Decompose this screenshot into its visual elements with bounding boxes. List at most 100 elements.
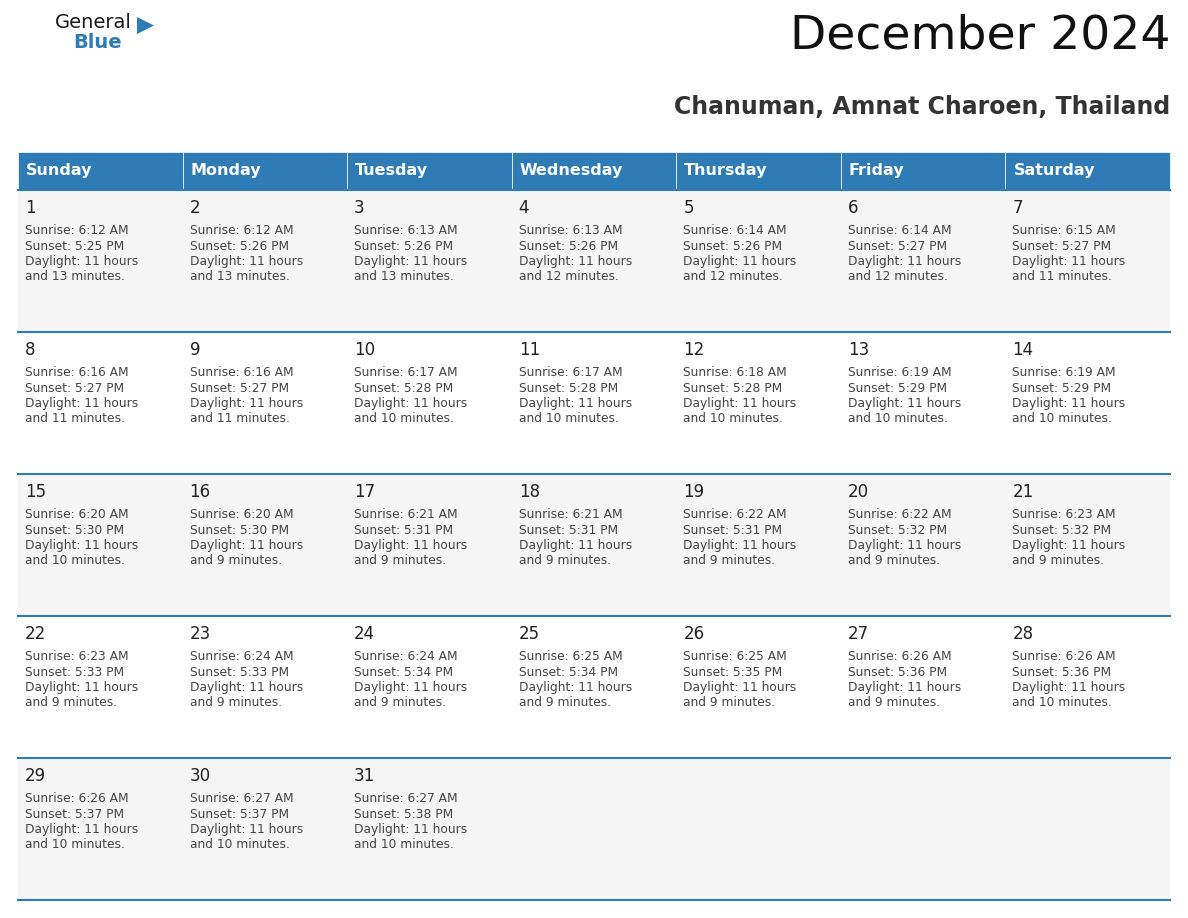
Text: and 9 minutes.: and 9 minutes. (190, 554, 282, 567)
Text: 9: 9 (190, 341, 200, 359)
Text: Daylight: 11 hours: Daylight: 11 hours (354, 681, 467, 694)
Text: Daylight: 11 hours: Daylight: 11 hours (25, 823, 138, 836)
Text: and 13 minutes.: and 13 minutes. (25, 271, 125, 284)
Text: Sunrise: 6:20 AM: Sunrise: 6:20 AM (190, 508, 293, 521)
Text: and 10 minutes.: and 10 minutes. (1012, 412, 1112, 426)
Text: 1: 1 (25, 199, 36, 217)
Text: and 10 minutes.: and 10 minutes. (519, 412, 619, 426)
Text: Daylight: 11 hours: Daylight: 11 hours (1012, 255, 1126, 268)
Text: 31: 31 (354, 767, 375, 785)
Text: 20: 20 (848, 483, 868, 501)
Text: 17: 17 (354, 483, 375, 501)
Text: Sunrise: 6:17 AM: Sunrise: 6:17 AM (354, 366, 457, 379)
Text: 19: 19 (683, 483, 704, 501)
Text: and 10 minutes.: and 10 minutes. (354, 838, 454, 852)
Text: Sunset: 5:30 PM: Sunset: 5:30 PM (190, 523, 289, 536)
Text: 2: 2 (190, 199, 201, 217)
Text: 13: 13 (848, 341, 870, 359)
Text: 6: 6 (848, 199, 859, 217)
Text: and 9 minutes.: and 9 minutes. (354, 554, 447, 567)
Text: 28: 28 (1012, 625, 1034, 643)
Text: 5: 5 (683, 199, 694, 217)
Text: Sunrise: 6:16 AM: Sunrise: 6:16 AM (190, 366, 293, 379)
Text: Wednesday: Wednesday (519, 163, 623, 178)
Text: Daylight: 11 hours: Daylight: 11 hours (354, 823, 467, 836)
Text: Sunrise: 6:12 AM: Sunrise: 6:12 AM (25, 224, 128, 237)
Text: Daylight: 11 hours: Daylight: 11 hours (25, 539, 138, 552)
Text: Daylight: 11 hours: Daylight: 11 hours (1012, 539, 1126, 552)
Text: Thursday: Thursday (684, 163, 767, 178)
Text: Daylight: 11 hours: Daylight: 11 hours (683, 539, 796, 552)
Text: Sunrise: 6:19 AM: Sunrise: 6:19 AM (1012, 366, 1116, 379)
Text: Sunset: 5:27 PM: Sunset: 5:27 PM (190, 382, 289, 395)
Text: Sunset: 5:32 PM: Sunset: 5:32 PM (1012, 523, 1112, 536)
Text: and 9 minutes.: and 9 minutes. (354, 697, 447, 710)
Text: Sunrise: 6:23 AM: Sunrise: 6:23 AM (1012, 508, 1116, 521)
Text: 21: 21 (1012, 483, 1034, 501)
Text: December 2024: December 2024 (790, 13, 1170, 58)
Text: 29: 29 (25, 767, 46, 785)
Text: 22: 22 (25, 625, 46, 643)
Text: Sunrise: 6:18 AM: Sunrise: 6:18 AM (683, 366, 786, 379)
Text: and 13 minutes.: and 13 minutes. (190, 271, 290, 284)
Text: and 9 minutes.: and 9 minutes. (848, 697, 940, 710)
Text: Sunset: 5:37 PM: Sunset: 5:37 PM (190, 808, 289, 821)
Text: Sunset: 5:35 PM: Sunset: 5:35 PM (683, 666, 783, 678)
Text: Sunset: 5:37 PM: Sunset: 5:37 PM (25, 808, 124, 821)
Text: Sunday: Sunday (26, 163, 93, 178)
Text: Sunset: 5:27 PM: Sunset: 5:27 PM (1012, 240, 1112, 252)
Text: and 11 minutes.: and 11 minutes. (190, 412, 290, 426)
Text: Daylight: 11 hours: Daylight: 11 hours (519, 255, 632, 268)
Text: and 11 minutes.: and 11 minutes. (1012, 271, 1112, 284)
Text: Daylight: 11 hours: Daylight: 11 hours (848, 681, 961, 694)
Text: Daylight: 11 hours: Daylight: 11 hours (848, 255, 961, 268)
Polygon shape (137, 17, 154, 34)
Text: Saturday: Saturday (1013, 163, 1095, 178)
Text: Sunrise: 6:23 AM: Sunrise: 6:23 AM (25, 650, 128, 663)
Text: 8: 8 (25, 341, 36, 359)
Text: Sunset: 5:34 PM: Sunset: 5:34 PM (519, 666, 618, 678)
Text: Sunset: 5:36 PM: Sunset: 5:36 PM (848, 666, 947, 678)
Text: Daylight: 11 hours: Daylight: 11 hours (848, 397, 961, 410)
Text: 7: 7 (1012, 199, 1023, 217)
Text: Sunrise: 6:26 AM: Sunrise: 6:26 AM (1012, 650, 1116, 663)
Text: Sunrise: 6:16 AM: Sunrise: 6:16 AM (25, 366, 128, 379)
Text: and 12 minutes.: and 12 minutes. (848, 271, 948, 284)
Text: Sunrise: 6:26 AM: Sunrise: 6:26 AM (848, 650, 952, 663)
Text: Sunset: 5:26 PM: Sunset: 5:26 PM (190, 240, 289, 252)
Text: Daylight: 11 hours: Daylight: 11 hours (1012, 681, 1126, 694)
Text: 15: 15 (25, 483, 46, 501)
Text: Sunrise: 6:26 AM: Sunrise: 6:26 AM (25, 792, 128, 805)
Bar (183, 152, 347, 190)
Text: and 10 minutes.: and 10 minutes. (683, 412, 783, 426)
Text: Sunset: 5:26 PM: Sunset: 5:26 PM (683, 240, 783, 252)
Text: Daylight: 11 hours: Daylight: 11 hours (190, 255, 303, 268)
Bar (18, 758, 1170, 900)
Bar (18, 152, 183, 190)
Text: Daylight: 11 hours: Daylight: 11 hours (683, 255, 796, 268)
Text: and 11 minutes.: and 11 minutes. (25, 412, 125, 426)
Bar (18, 474, 1170, 616)
Text: Sunset: 5:27 PM: Sunset: 5:27 PM (848, 240, 947, 252)
Text: Sunset: 5:33 PM: Sunset: 5:33 PM (25, 666, 124, 678)
Text: 3: 3 (354, 199, 365, 217)
Bar (18, 332, 1170, 474)
Text: and 12 minutes.: and 12 minutes. (519, 271, 619, 284)
Bar (18, 190, 1170, 332)
Text: and 10 minutes.: and 10 minutes. (1012, 697, 1112, 710)
Text: 4: 4 (519, 199, 529, 217)
Text: Sunrise: 6:24 AM: Sunrise: 6:24 AM (190, 650, 293, 663)
Text: 14: 14 (1012, 341, 1034, 359)
Text: and 12 minutes.: and 12 minutes. (683, 271, 783, 284)
Text: Sunset: 5:29 PM: Sunset: 5:29 PM (848, 382, 947, 395)
Text: and 9 minutes.: and 9 minutes. (683, 554, 776, 567)
Text: 18: 18 (519, 483, 539, 501)
Text: Sunset: 5:28 PM: Sunset: 5:28 PM (683, 382, 783, 395)
Text: 24: 24 (354, 625, 375, 643)
Text: 23: 23 (190, 625, 210, 643)
Text: Sunrise: 6:22 AM: Sunrise: 6:22 AM (848, 508, 952, 521)
Text: Sunrise: 6:27 AM: Sunrise: 6:27 AM (190, 792, 293, 805)
Text: Sunrise: 6:24 AM: Sunrise: 6:24 AM (354, 650, 457, 663)
Text: and 9 minutes.: and 9 minutes. (1012, 554, 1105, 567)
Text: and 13 minutes.: and 13 minutes. (354, 271, 454, 284)
